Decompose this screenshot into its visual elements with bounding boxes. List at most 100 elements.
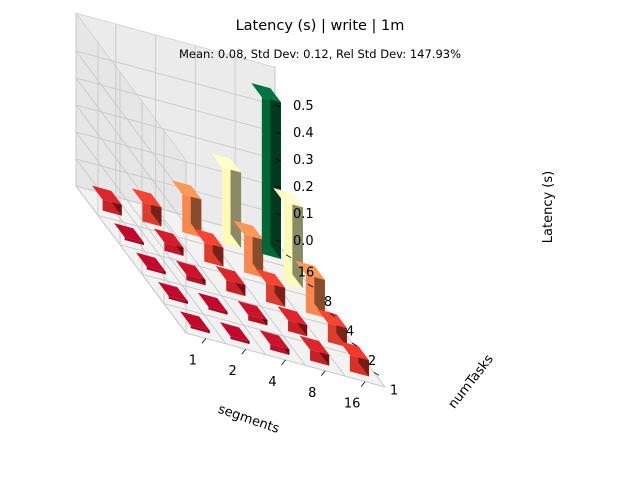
z-tick-label: 0.1 [293,207,314,222]
z-tick [274,185,282,189]
bar-top-face [273,188,303,208]
bar [136,252,166,275]
bar-top-face [339,341,369,361]
bar-top-face [180,311,210,331]
y-tick-label: 16 [298,266,315,281]
bar-top-face [299,335,330,355]
bar-front-face [168,296,188,304]
bar-front-face [248,314,268,326]
bar-top-face [215,266,246,286]
bar-top-face [211,153,242,173]
grid-line [75,50,187,199]
bar-top-face [171,180,202,200]
y-tick [329,313,336,317]
grid-line [141,273,342,329]
bar [153,228,184,256]
bar [259,330,290,355]
grid-line [75,77,276,133]
y-tick [307,283,314,288]
bar [277,306,308,337]
grid-line [75,158,276,214]
bar-top-face [233,220,264,240]
bar [193,228,224,267]
bar-front-face [208,306,228,315]
y-tick [285,254,292,259]
bar [114,223,144,246]
bar-top-face [277,306,308,326]
grid-line [75,104,187,253]
bar [92,185,122,216]
z-tick [274,239,282,243]
bar-top-face [153,228,184,248]
bar-top-face [255,268,286,289]
y-tick-label: 2 [368,354,376,369]
y-tick-label: 1 [390,383,398,398]
x-tick-label: 4 [268,375,276,390]
bar [158,281,188,304]
bar [197,292,228,315]
grid-line [75,131,187,280]
bar [219,322,250,345]
chart-subtitle: Mean: 0.08, Std Dev: 0.12, Rel Std Dev: … [179,47,461,61]
bar [175,260,206,286]
bar [233,220,264,278]
grid-line [75,104,276,160]
bar-top-face [175,260,206,280]
x-axis-label: segments [216,402,281,437]
y-tick-label: 8 [324,295,332,310]
bar-top-face [219,322,250,342]
grid-line [115,196,227,345]
bar-front-face [164,242,184,256]
bar-top-face [158,281,188,302]
bar [317,308,347,348]
bar-top-face [295,260,325,280]
x-tick-label: 16 [344,397,361,412]
z-tick [274,131,282,135]
grid-line [75,185,187,334]
bar-front-face [124,237,144,246]
grid-line [75,77,187,226]
y-tick [351,342,358,347]
grid-line [119,244,320,300]
bar-top-face [251,83,281,103]
bar-top-face [237,300,268,321]
bar-top-face [197,292,228,313]
grid-line [163,303,364,359]
bar [251,83,281,259]
bar-top-face [92,185,122,205]
x-tick [320,370,326,377]
bar-top-face [136,252,166,272]
y-tick [373,371,380,376]
bar [180,311,210,334]
bar-top-face [114,223,144,243]
z-tick [274,212,282,216]
x-tick [281,359,286,366]
chart-bars [92,83,369,377]
x-tick-label: 2 [229,364,237,379]
chart-title: Latency (s) | write | 1m [236,18,405,34]
bar [215,266,246,297]
y-axis-label: numTasks [446,352,497,412]
bar [299,335,330,366]
bar [255,268,286,307]
bar [171,180,202,238]
x-tick-label: 8 [308,386,316,401]
z-tick-label: 0.5 [293,99,314,114]
bar-front-face [190,325,210,334]
bar-front-face [186,274,206,286]
bar [211,153,242,249]
x-tick [201,338,207,344]
grid-line [75,131,276,187]
bar-top-face [259,330,290,350]
bar-front-face [146,266,166,275]
bar-top-face [317,308,347,329]
bar-top-face [193,228,224,248]
z-axis-label: Latency (s) [541,171,556,243]
z-tick-label: 0.2 [293,180,314,195]
bar-top-face [131,188,162,208]
grid-line [155,207,266,355]
grid-line [97,214,298,270]
bar-side-face [270,88,281,259]
z-tick-label: 0.0 [293,234,314,249]
grid-line [75,50,276,106]
